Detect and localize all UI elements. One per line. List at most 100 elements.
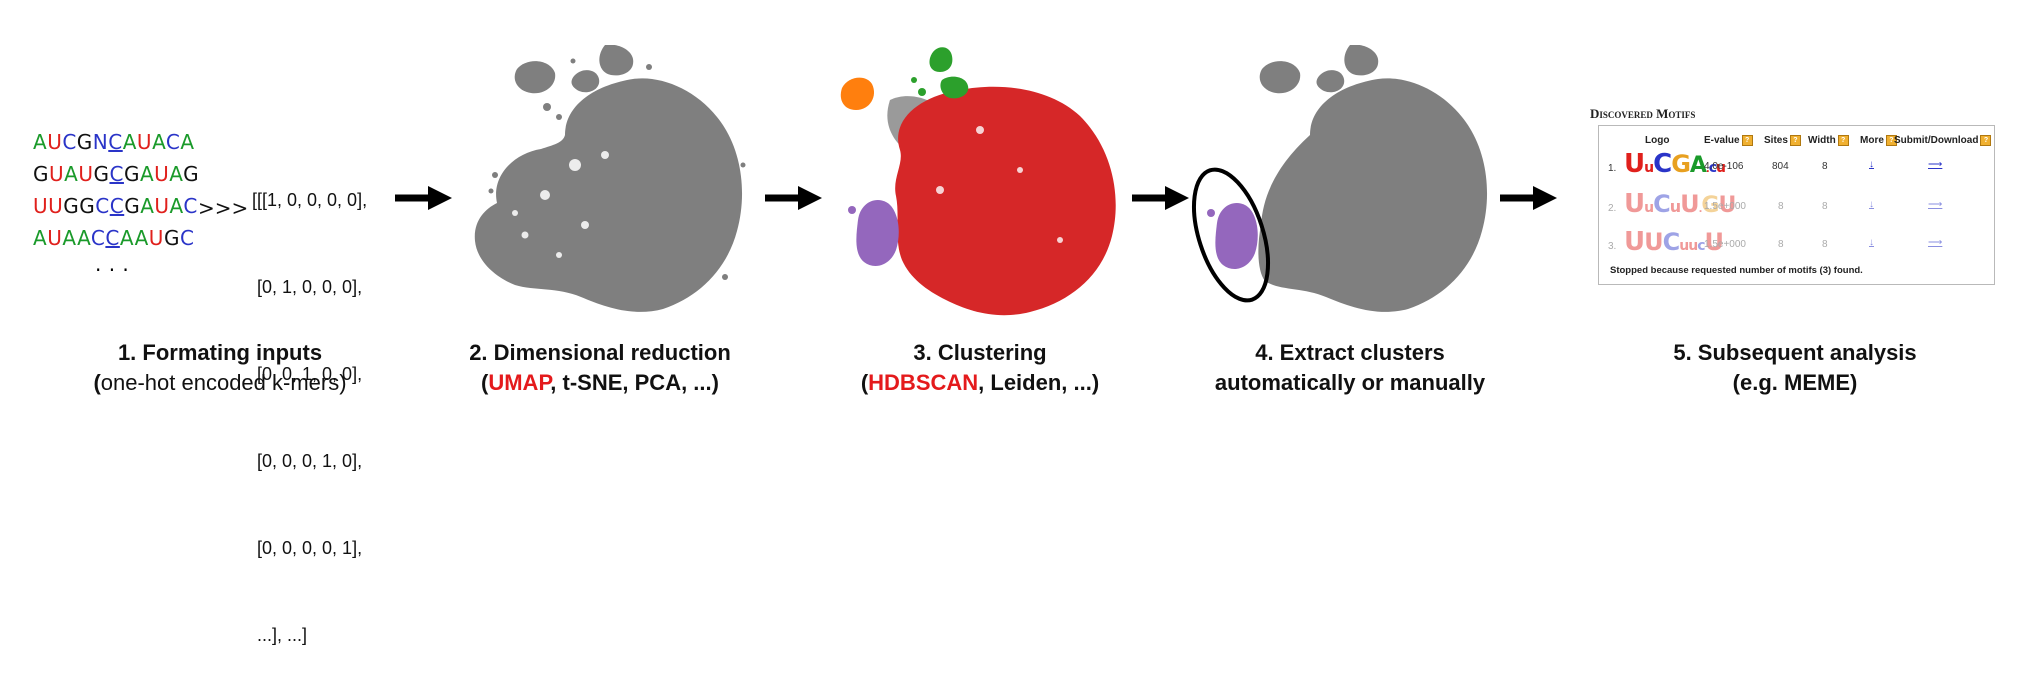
nucleotide: G	[124, 194, 141, 218]
nucleotide: C	[95, 194, 110, 218]
matrix-line: [0, 0, 0, 0, 1],	[252, 538, 363, 558]
meme-header-more[interactable]: More?	[1860, 135, 1897, 146]
nucleotide: C	[105, 226, 120, 250]
selection-lasso[interactable]	[1185, 160, 1282, 309]
extract-cluster-plot	[1185, 45, 1488, 312]
submit-link[interactable]: ⟶	[1928, 199, 1943, 210]
cluster-holes	[936, 126, 1063, 243]
sequence-logo: UuCGA.cu	[1624, 149, 1726, 179]
matrix-line: [0, 1, 0, 0, 0],	[252, 277, 363, 297]
paren-open: (	[93, 370, 101, 395]
step-title: 1. Formating inputs	[117, 340, 323, 365]
more-link[interactable]: ↓	[1869, 159, 1874, 170]
help-icon[interactable]: ?	[1741, 135, 1753, 146]
matrix-line: [0, 0, 0, 1, 0],	[252, 451, 363, 471]
nucleotide: U	[154, 194, 170, 218]
sites: 804	[1772, 161, 1789, 172]
sequence-logo: UuCuU.GU	[1624, 189, 1736, 219]
nucleotide: G	[93, 162, 110, 186]
help-icon[interactable]: ?	[1789, 135, 1801, 146]
nucleotide: G	[183, 162, 200, 186]
nucleotide: U	[49, 162, 65, 186]
nucleotide: G	[63, 194, 80, 218]
clustering-plot	[840, 47, 1116, 316]
help-icon[interactable]: ?	[1837, 135, 1849, 146]
width: 8	[1822, 161, 1828, 172]
nucleotide: A	[169, 162, 184, 186]
step-title: 5. Subsequent analysis	[1673, 340, 1917, 365]
nucleotide: U	[47, 130, 63, 154]
step-title: 2. Dimensional reduction	[469, 340, 731, 365]
paren-open: (	[860, 370, 869, 395]
nucleotide: A	[140, 194, 155, 218]
nucleotide: A	[77, 226, 91, 250]
width: 8	[1822, 239, 1828, 250]
nucleotide: C	[90, 226, 106, 250]
step-subtitle-text: , Leiden, ...)	[978, 370, 1100, 395]
step-caption-1: 1. Formating inputs (one-hot encoded k-m…	[60, 338, 380, 398]
nucleotide: N	[92, 130, 109, 154]
nucleotide: A	[169, 194, 184, 218]
matrix-line: [[[1, 0, 0, 0, 0],	[252, 190, 368, 210]
nucleotide: A	[122, 130, 137, 154]
umap-embedding-plot	[474, 45, 746, 312]
meme-header-submit[interactable]: Submit/Download?	[1894, 135, 1992, 146]
nucleotide: C	[108, 130, 123, 154]
meme-row-number: 2.	[1608, 203, 1617, 214]
submit-link[interactable]: ⟶	[1928, 237, 1943, 248]
meme-header-sites[interactable]: Sites?	[1764, 135, 1801, 146]
nucleotide: U	[48, 194, 64, 218]
right-arrow-icon	[1132, 186, 1189, 210]
nucleotide: A	[33, 226, 48, 250]
nucleotide: A	[139, 162, 155, 186]
nucleotide: U	[78, 162, 94, 186]
nucleotide: G	[76, 130, 93, 154]
matrix-line: ...], ...]	[252, 625, 308, 645]
paren-open: (	[481, 370, 489, 395]
step-caption-3: 3. Clustering (HDBSCAN, Leiden, ...)	[800, 338, 1160, 398]
meme-title: Discovered Motifs	[1590, 106, 1696, 121]
step-title: 3. Clustering	[913, 340, 1047, 365]
nucleotide: C	[109, 194, 125, 218]
step-subtitle-text: one-hot encoded k-mers)	[100, 370, 347, 395]
nucleotide: C	[179, 226, 195, 250]
nucleotide: C	[109, 162, 124, 186]
nucleotide: A	[180, 130, 195, 154]
nucleotide: U	[33, 194, 49, 218]
step-subtitle: automatically or manually	[1214, 370, 1486, 395]
nucleotide: A	[152, 130, 166, 154]
meme-header-evalue[interactable]: E-value?	[1704, 135, 1753, 146]
meme-results-panel	[1598, 125, 1995, 285]
more-link[interactable]: ↓	[1869, 237, 1874, 248]
kmer-sequence: GUAUGCGAUAG	[33, 162, 199, 186]
meme-header-label: More	[1860, 135, 1884, 147]
meme-row-number: 3.	[1608, 241, 1617, 252]
right-arrow-icon	[1500, 186, 1557, 210]
sparse-points	[488, 58, 746, 280]
nucleotide: A	[64, 162, 79, 186]
sites: 8	[1778, 201, 1784, 212]
nucleotide: C	[183, 194, 198, 218]
nucleotide: A	[134, 226, 149, 250]
nucleotide: U	[136, 130, 153, 154]
step-title: 4. Extract clusters	[1255, 340, 1445, 365]
grey-point-cloud	[474, 45, 743, 312]
selected-purple-cluster	[1207, 203, 1258, 269]
help-icon[interactable]: ?	[1980, 135, 1992, 146]
cloud-holes	[512, 151, 609, 258]
step-caption-5: 5. Subsequent analysis (e.g. MEME)	[1615, 338, 1975, 398]
step-subtitle-text: , t-SNE, PCA, ...)	[550, 370, 719, 395]
highlighted-method: HDBSCAN	[868, 370, 979, 395]
meme-header-width[interactable]: Width?	[1808, 135, 1849, 146]
nucleotide: G	[33, 162, 49, 186]
meme-row-number: 1.	[1608, 163, 1617, 174]
submit-link[interactable]: ⟶	[1928, 159, 1943, 170]
nucleotide: G	[123, 162, 140, 186]
more-link[interactable]: ↓	[1869, 199, 1874, 210]
nucleotide: G	[163, 226, 180, 250]
nucleotide: U	[148, 226, 164, 250]
nucleotide: C	[62, 130, 77, 154]
sequence-logo: UUCuucU	[1624, 227, 1724, 257]
kmer-sequence: AUCGNCAUACA	[33, 130, 199, 154]
help-icon[interactable]: ?	[1885, 135, 1897, 146]
